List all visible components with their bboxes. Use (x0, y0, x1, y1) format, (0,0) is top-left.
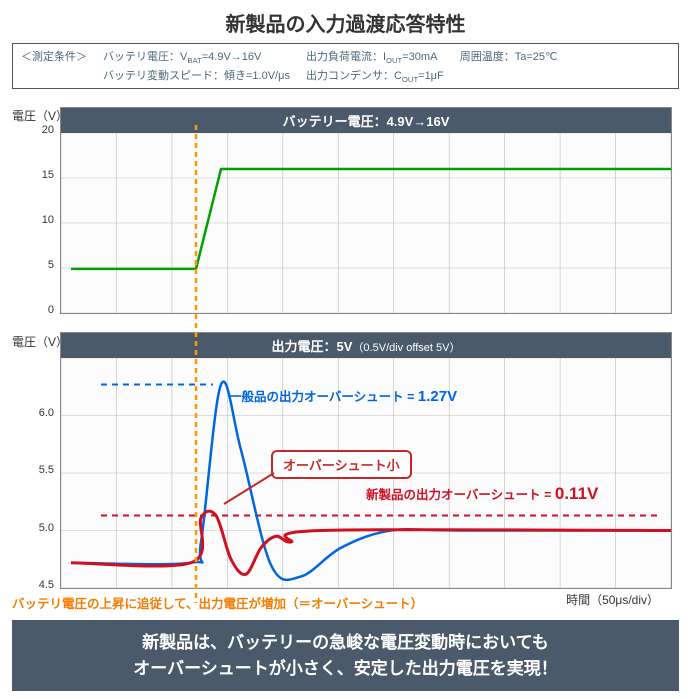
condition-item: バッテリ変動スピード：傾き=1.0V/μs (103, 67, 290, 83)
conditions-col-1: バッテリ電圧：VBAT=4.9V→16V バッテリ変動スピード：傾き=1.0V/μ… (103, 48, 290, 84)
ytick-label: 5.5 (39, 464, 54, 476)
chart1-plot (61, 133, 671, 313)
chart1-header: バッテリー電圧：4.9V→16V (61, 108, 671, 133)
ytick-label: 6.0 (39, 407, 54, 419)
charts-region: 電圧（V） 05101520 バッテリー電圧：4.9V→16V 電圧（V） 4.… (12, 107, 679, 612)
orange-caption: バッテリ電圧の上昇に追従して、出力電圧が増加（＝オーバーシュート） (12, 593, 423, 612)
conditions-label: ＜測定条件＞ (21, 48, 87, 84)
ytick-label: 4.5 (39, 579, 54, 591)
ytick-label: 5 (48, 259, 54, 271)
condition-item: 周囲温度：Ta=25℃ (460, 48, 558, 64)
main-title: 新製品の入力過渡応答特性 (12, 8, 679, 37)
callout-overshoot-small: オーバーシュート小 (271, 450, 412, 479)
conclusion-line-1: 新製品は、バッテリーの急峻な電圧変動時においても (18, 630, 673, 656)
ytick-label: 20 (42, 124, 54, 136)
chart2-yticks: 4.55.05.56.0 (12, 332, 60, 586)
ytick-label: 15 (42, 169, 54, 181)
conclusion-box: 新製品は、バッテリーの急峻な電圧変動時においても オーバーシュートが小さく、安定… (12, 620, 679, 691)
x-axis-label: 時間（50μs/div） (566, 591, 679, 608)
general-overshoot-label: 一般品の出力オーバーシュート = 1.27V (229, 386, 457, 405)
ytick-label: 10 (42, 214, 54, 226)
new-overshoot-label: 新製品の出力オーバーシュート = 0.11V (366, 484, 598, 504)
conditions-col-2: 出力負荷電流：IOUT=30mA 出力コンデンサ：COUT=1μF (306, 48, 444, 84)
conclusion-line-2: オーバーシュートが小さく、安定した出力電圧を実現！ (18, 656, 673, 682)
conditions-box: ＜測定条件＞ バッテリ電圧：VBAT=4.9V→16V バッテリ変動スピード：傾き… (12, 43, 679, 89)
chart1-yticks: 05101520 (12, 107, 60, 311)
chart2-header: 出力電圧：5V（0.5V/div offset 5V） (61, 333, 671, 358)
ytick-label: 0 (48, 304, 54, 316)
condition-item: 出力コンデンサ：COUT=1μF (306, 67, 444, 84)
chart2-panel: 出力電圧：5V（0.5V/div offset 5V） 一般品の出力オーバーシュ… (60, 332, 672, 589)
chart1-panel: バッテリー電圧：4.9V→16V (60, 107, 672, 314)
conditions-col-3: 周囲温度：Ta=25℃ (460, 48, 558, 84)
condition-item: 出力負荷電流：IOUT=30mA (306, 48, 444, 65)
ytick-label: 5.0 (39, 522, 54, 534)
condition-item: バッテリ電圧：VBAT=4.9V→16V (103, 48, 290, 65)
